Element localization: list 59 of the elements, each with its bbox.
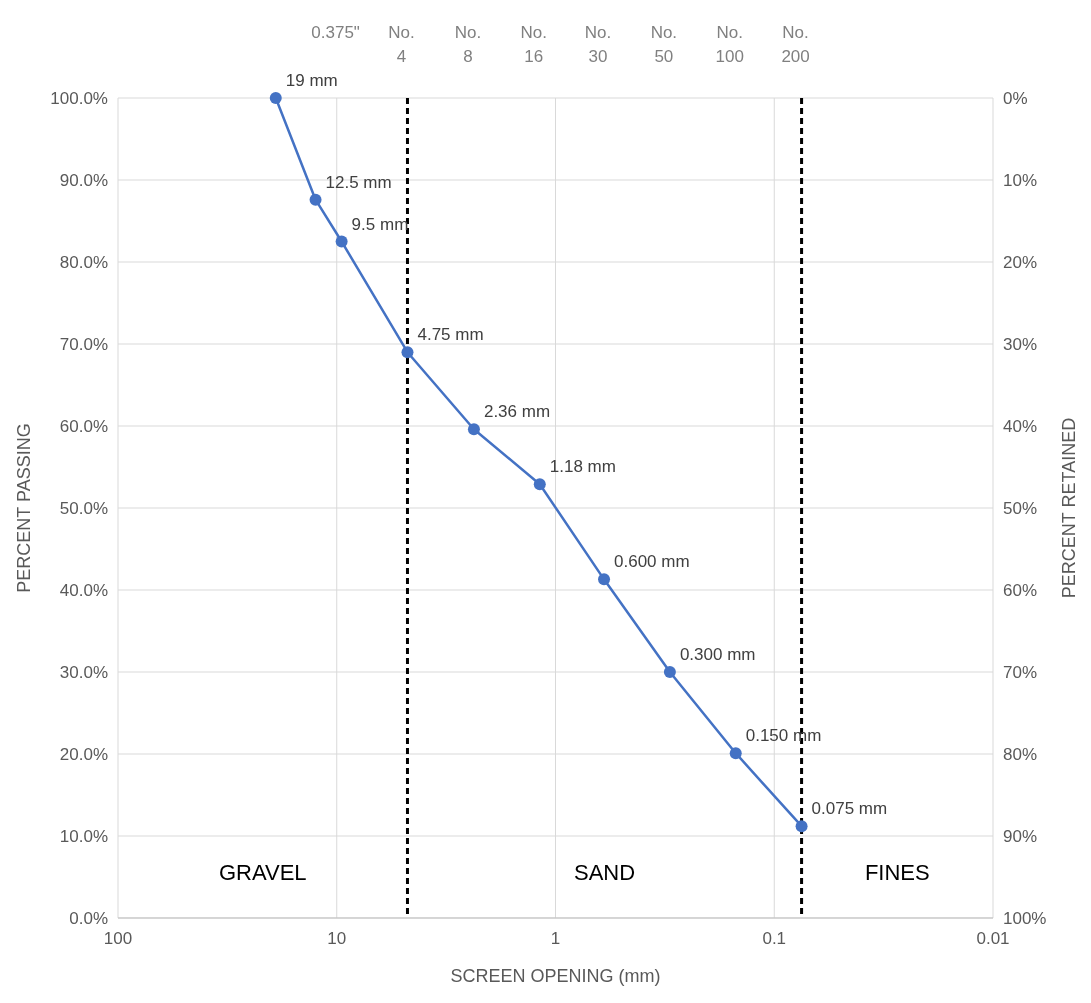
annotation: 0.600 mm [614, 552, 690, 572]
text: No. 8 [454, 23, 482, 66]
y2-tick-label: 40% [1003, 417, 1038, 436]
point [401, 346, 414, 359]
annotation: 9.5 mm [351, 214, 409, 234]
x-axis-title: SCREEN OPENING (mm) [450, 966, 661, 986]
y-tick-label: 30.0% [59, 663, 108, 682]
annotation: FINES [864, 860, 930, 885]
y-tick-label: 100.0% [50, 89, 108, 108]
y2-tick-label: 50% [1003, 499, 1038, 518]
y-tick-label: 80.0% [59, 253, 108, 272]
annotation: SAND [573, 860, 636, 885]
y2-tick-label: 80% [1003, 745, 1038, 764]
point [795, 820, 808, 833]
y-tick-label: 50.0% [59, 499, 108, 518]
x-tick-label: 0.01 [976, 929, 1010, 948]
x-tick-label: 0.1 [762, 929, 787, 948]
y-tick-label: 20.0% [59, 745, 108, 764]
annotation: 4.75 mm [417, 325, 484, 345]
y-axis-title: PERCENT PASSING [14, 423, 34, 593]
point [663, 666, 676, 678]
text: No. 16 [520, 23, 548, 66]
y2-tick-label: 30% [1003, 335, 1038, 354]
y-tick-label: 90.0% [59, 171, 108, 190]
y-tick-label: 40.0% [59, 581, 108, 600]
y2-tick-label: 10% [1003, 171, 1038, 190]
annotation: 19 mm [285, 71, 338, 90]
x-tick-label: 100 [103, 929, 133, 948]
y-tick-label: 60.0% [59, 417, 108, 436]
text: 0.375" [311, 23, 360, 42]
annotation: 12.5 mm [325, 172, 392, 192]
y-tick-label: 10.0% [59, 827, 108, 846]
text: No. 200 [781, 23, 810, 66]
text: No. 100 [715, 23, 744, 66]
text: No. 50 [650, 23, 678, 66]
y2-tick-label: 20% [1003, 253, 1038, 272]
point [335, 235, 348, 248]
point [533, 478, 546, 491]
point [598, 573, 611, 586]
y2-tick-label: 70% [1003, 663, 1038, 682]
annotation: 1.18 mm [549, 457, 616, 477]
annotation: 0.075 mm [811, 799, 888, 819]
annotation: 0.300 mm [679, 645, 756, 664]
text: No. 4 [388, 23, 415, 66]
y2-tick-label: 100% [1003, 909, 1047, 928]
point [729, 747, 742, 760]
annotation: 0.150 mm [745, 726, 822, 746]
annotation: GRAVEL [218, 860, 307, 885]
y-tick-label: 0.0% [69, 909, 108, 928]
text: No. 30 [584, 23, 612, 66]
y2-tick-label: 0% [1003, 89, 1028, 108]
y-tick-label: 70.0% [59, 335, 108, 354]
y2-axis-title: PERCENT RETAINED [1059, 417, 1079, 599]
y2-tick-label: 90% [1003, 827, 1038, 846]
annotation: 2.36 mm [483, 402, 551, 422]
x-tick-label: 10 [327, 929, 347, 948]
y2-tick-label: 60% [1003, 581, 1038, 600]
point [467, 423, 480, 436]
x-tick-label: 1 [550, 929, 561, 948]
